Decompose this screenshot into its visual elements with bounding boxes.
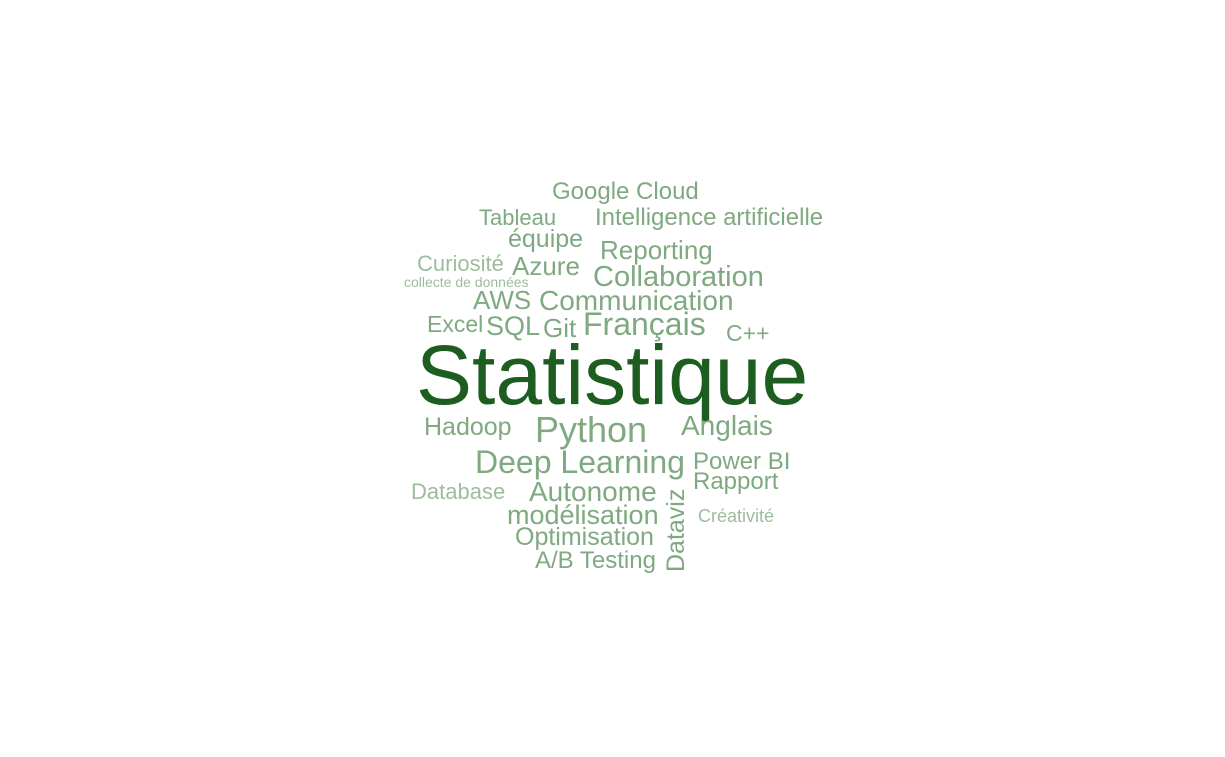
word-anglais: Anglais — [681, 410, 773, 441]
word-collaboration: Collaboration — [593, 261, 764, 293]
word-azure: Azure — [512, 251, 580, 281]
word-python: Python — [535, 409, 648, 450]
word-excel: Excel — [427, 311, 484, 337]
word-equipe: équipe — [508, 225, 584, 253]
word-git: Git — [543, 313, 577, 343]
word-autonome: Autonome — [529, 476, 657, 507]
word-google-cloud: Google Cloud — [552, 178, 699, 205]
word-intelligence-artificielle: Intelligence artificielle — [595, 204, 824, 231]
word-curiosite: Curiosité — [417, 251, 504, 276]
word-ab-testing: A/B Testing — [535, 547, 656, 574]
word-cplusplus: C++ — [726, 320, 770, 346]
word-deep-learning: Deep Learning — [475, 444, 685, 480]
word-aws: AWS — [473, 285, 532, 315]
word-statistique: Statistique — [416, 328, 809, 422]
word-hadoop: Hadoop — [424, 413, 512, 441]
word-rapport: Rapport — [693, 468, 779, 495]
word-francais: Français — [583, 306, 706, 342]
word-collecte-de-donnees: collecte de données — [404, 274, 529, 290]
word-database: Database — [411, 479, 506, 504]
word-sql: SQL — [486, 311, 541, 341]
word-power-bi: Power BI — [693, 448, 791, 475]
word-tableau: Tableau — [479, 205, 557, 230]
word-modelisation: modélisation — [507, 500, 659, 530]
word-reporting: Reporting — [600, 235, 713, 265]
word-optimisation: Optimisation — [515, 523, 654, 551]
word-dataviz: Dataviz — [662, 488, 690, 572]
word-communication: Communication — [539, 285, 734, 316]
word-creativite: Créativité — [698, 506, 775, 526]
